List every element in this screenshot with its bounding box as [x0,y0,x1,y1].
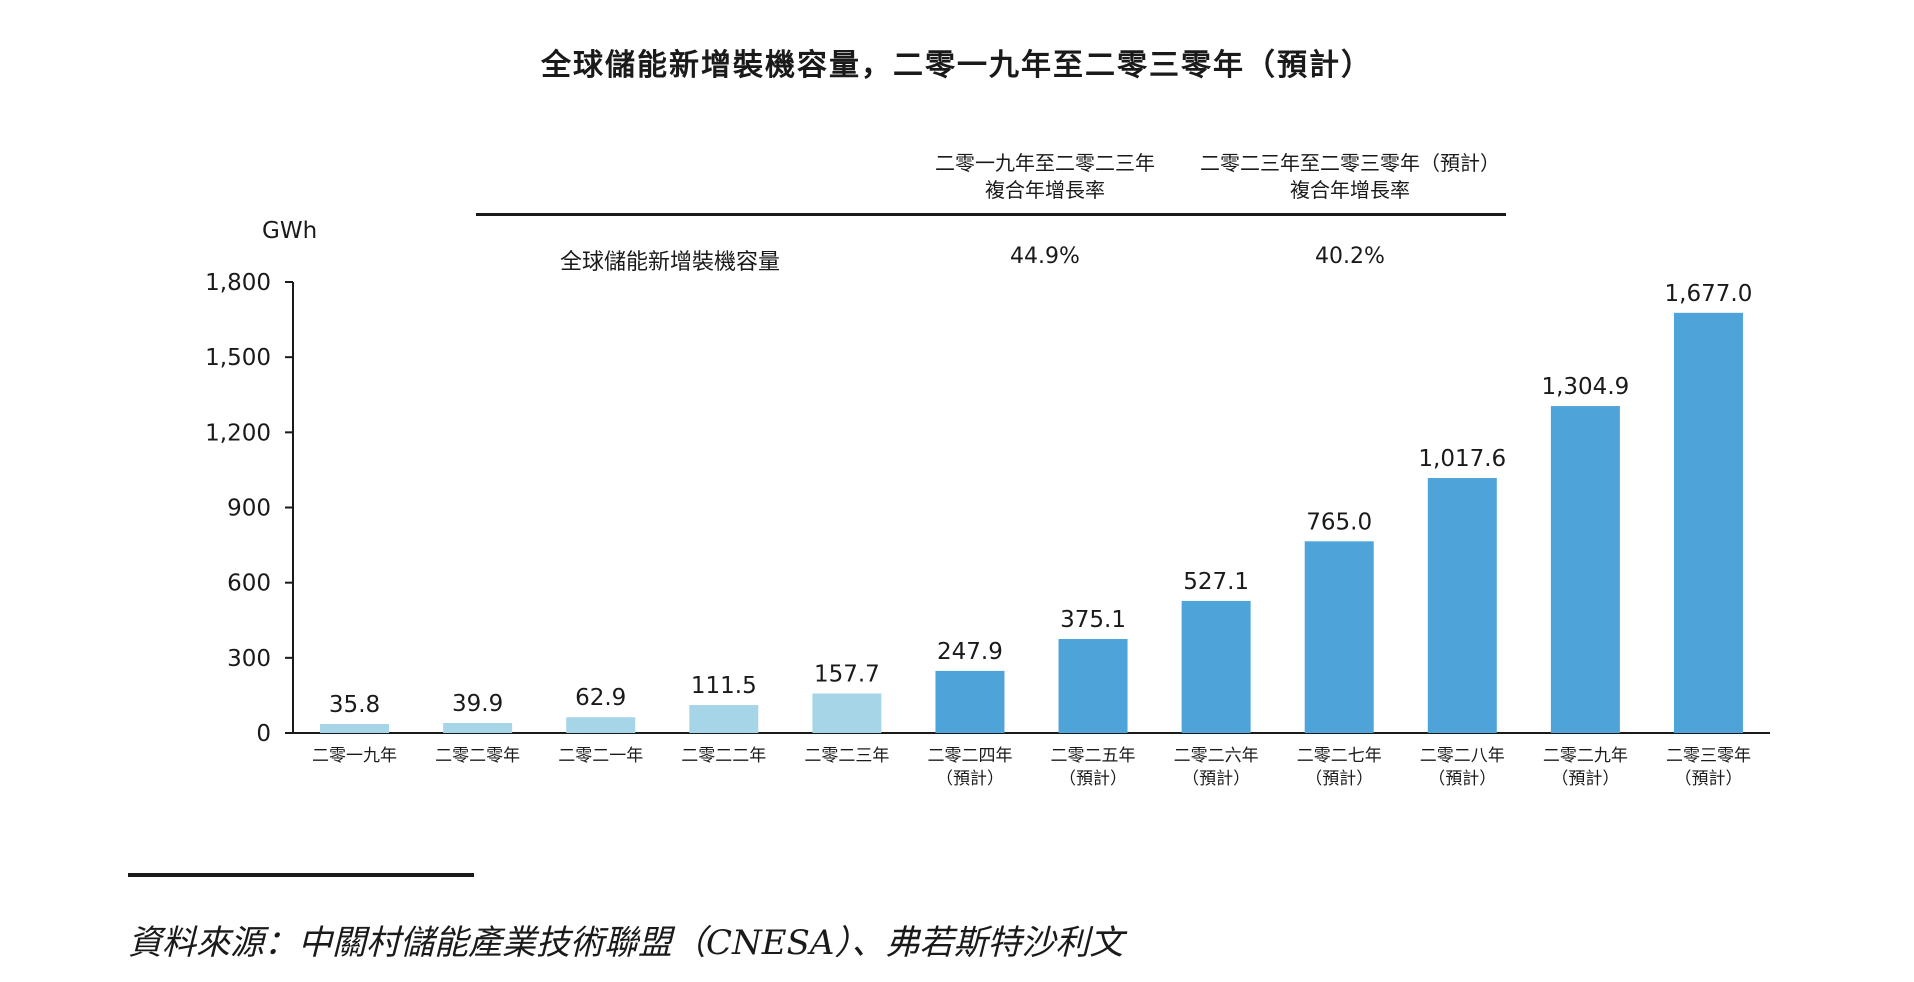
y-tick-label: 300 [227,646,271,672]
bar [1427,478,1497,733]
x-tick-label: 二零二九年 [1543,746,1628,766]
x-tick-label: 二零一九年 [312,746,397,766]
source-note: 資料來源：中關村儲能產業技術聯盟（CNESA）、弗若斯特沙利文 [128,923,1124,963]
x-tick-sublabel: （預計） [1674,769,1742,789]
y-tick-label: 600 [227,571,271,597]
bar-value-label: 111.5 [691,673,757,699]
cagr-header-historical: 二零一九年至二零二三年 複合年增長率 [885,150,1205,204]
y-tick-label: 1,500 [205,345,271,371]
cagr-header-historical-line2: 複合年增長率 [985,178,1105,202]
bar [566,717,636,733]
y-tick-label: 1,200 [205,420,271,446]
x-tick-sublabel: （預計） [1059,769,1127,789]
y-tick-label: 900 [227,496,271,522]
chart-title: 全球儲能新增裝機容量，二零一九年至二零三零年（預計） [541,48,1373,83]
cagr-header-forecast-line1: 二零二三年至二零三零年（預計） [1200,151,1500,175]
bar-value-label: 1,017.6 [1418,446,1506,472]
bar [443,723,513,733]
bar [1058,639,1128,733]
cagr-header-forecast: 二零二三年至二零三零年（預計） 複合年增長率 [1190,150,1510,204]
bar [1550,406,1620,733]
cagr-value-forecast: 40.2% [1315,244,1385,269]
footer-rule [128,873,474,877]
bar [689,705,759,733]
x-tick-label: 二零二零年 [435,746,520,766]
cagr-value-historical: 44.9% [1010,244,1080,269]
bar-value-label: 1,304.9 [1541,374,1629,400]
x-tick-label: 二零二五年 [1051,746,1136,766]
x-tick-label: 二零二三年 [804,746,889,766]
x-tick-label: 二零二一年 [558,746,643,766]
x-tick-sublabel: （預計） [1182,769,1250,789]
x-tick-sublabel: （預計） [1551,769,1619,789]
bar [320,724,390,733]
bar [1181,600,1251,733]
y-axis: 0 300 600 900 1,200 1,500 1,800 [205,270,1770,747]
y-axis-unit: GWh [262,218,318,244]
x-tick-sublabel: （預計） [1305,769,1373,789]
cagr-table-rule [476,213,1506,216]
x-tick-sublabel: （預計） [1428,769,1496,789]
x-tick-sublabel: （預計） [936,769,1004,789]
cagr-header-historical-line1: 二零一九年至二零二三年 [935,151,1155,175]
bar-value-label: 62.9 [575,685,626,711]
bar-value-label: 765.0 [1306,509,1372,535]
y-tick-label: 0 [256,721,271,747]
bar-value-label: 247.9 [937,639,1003,665]
x-tick-label: 二零二二年 [681,746,766,766]
cagr-header-forecast-line2: 複合年增長率 [1290,178,1410,202]
x-tick-label: 二零二七年 [1297,746,1382,766]
cagr-row-label: 全球儲能新增裝機容量 [560,250,781,275]
bar-value-label: 1,677.0 [1665,281,1753,307]
bar-value-label: 157.7 [814,661,880,687]
y-tick-label: 1,800 [205,270,271,296]
x-tick-label: 二零二四年 [927,746,1012,766]
bar [1304,541,1374,733]
bar-value-label: 375.1 [1060,607,1126,633]
x-tick-label: 二零二八年 [1420,746,1505,766]
x-tick-label: 二零三零年 [1666,746,1751,766]
bar [812,693,882,733]
x-axis-labels: 二零一九年 二零二零年 二零二一年 二零二二年 二零二三年 二零二四年 （預計） 二零二五年 （… [312,746,1751,789]
bar [1673,312,1743,733]
x-tick-label: 二零二六年 [1174,746,1259,766]
bar-value-label: 35.8 [329,692,380,718]
bars: 35.8 39.9 62.9 111.5 157.7 247.9 375.1 527.1 765… [320,281,1752,733]
bar-value-label: 527.1 [1183,569,1249,595]
bar-value-label: 39.9 [452,691,503,717]
bar [935,670,1005,733]
